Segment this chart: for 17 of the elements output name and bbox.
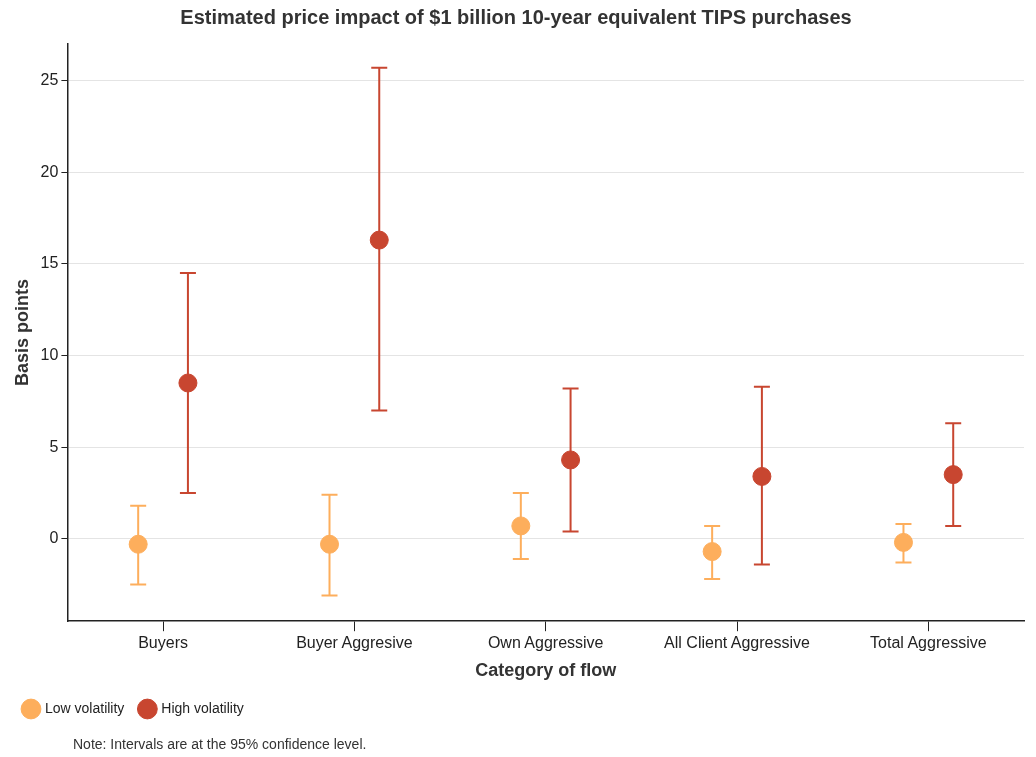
legend-label: Low volatility [45,699,125,716]
y-tick-label: 15 [40,254,59,272]
x-tick-label: Buyer Aggresive [296,634,413,652]
y-axis-title: Basis points [11,279,32,387]
y-tick-label: 0 [49,529,59,547]
y-tick-label: 20 [40,162,59,180]
x-tick-label: Total Aggressive [870,634,987,652]
x-tick-label: All Client Aggressive [664,634,811,652]
y-tick-label: 10 [40,345,59,363]
x-axis-title: Category of flow [475,660,618,681]
text: Note: Intervals are at the 95% confidence level. [73,736,367,752]
x-tick-label: Buyers [138,634,188,652]
chart-title: Estimated price impact of $1 billion 10-year equivalent TIPS purchases [180,5,852,28]
y-tick-label: 5 [49,437,59,455]
legend-label: High volatility [161,699,244,716]
y-tick-label: 25 [40,71,59,89]
x-tick-label: Own Aggressive [487,634,604,652]
